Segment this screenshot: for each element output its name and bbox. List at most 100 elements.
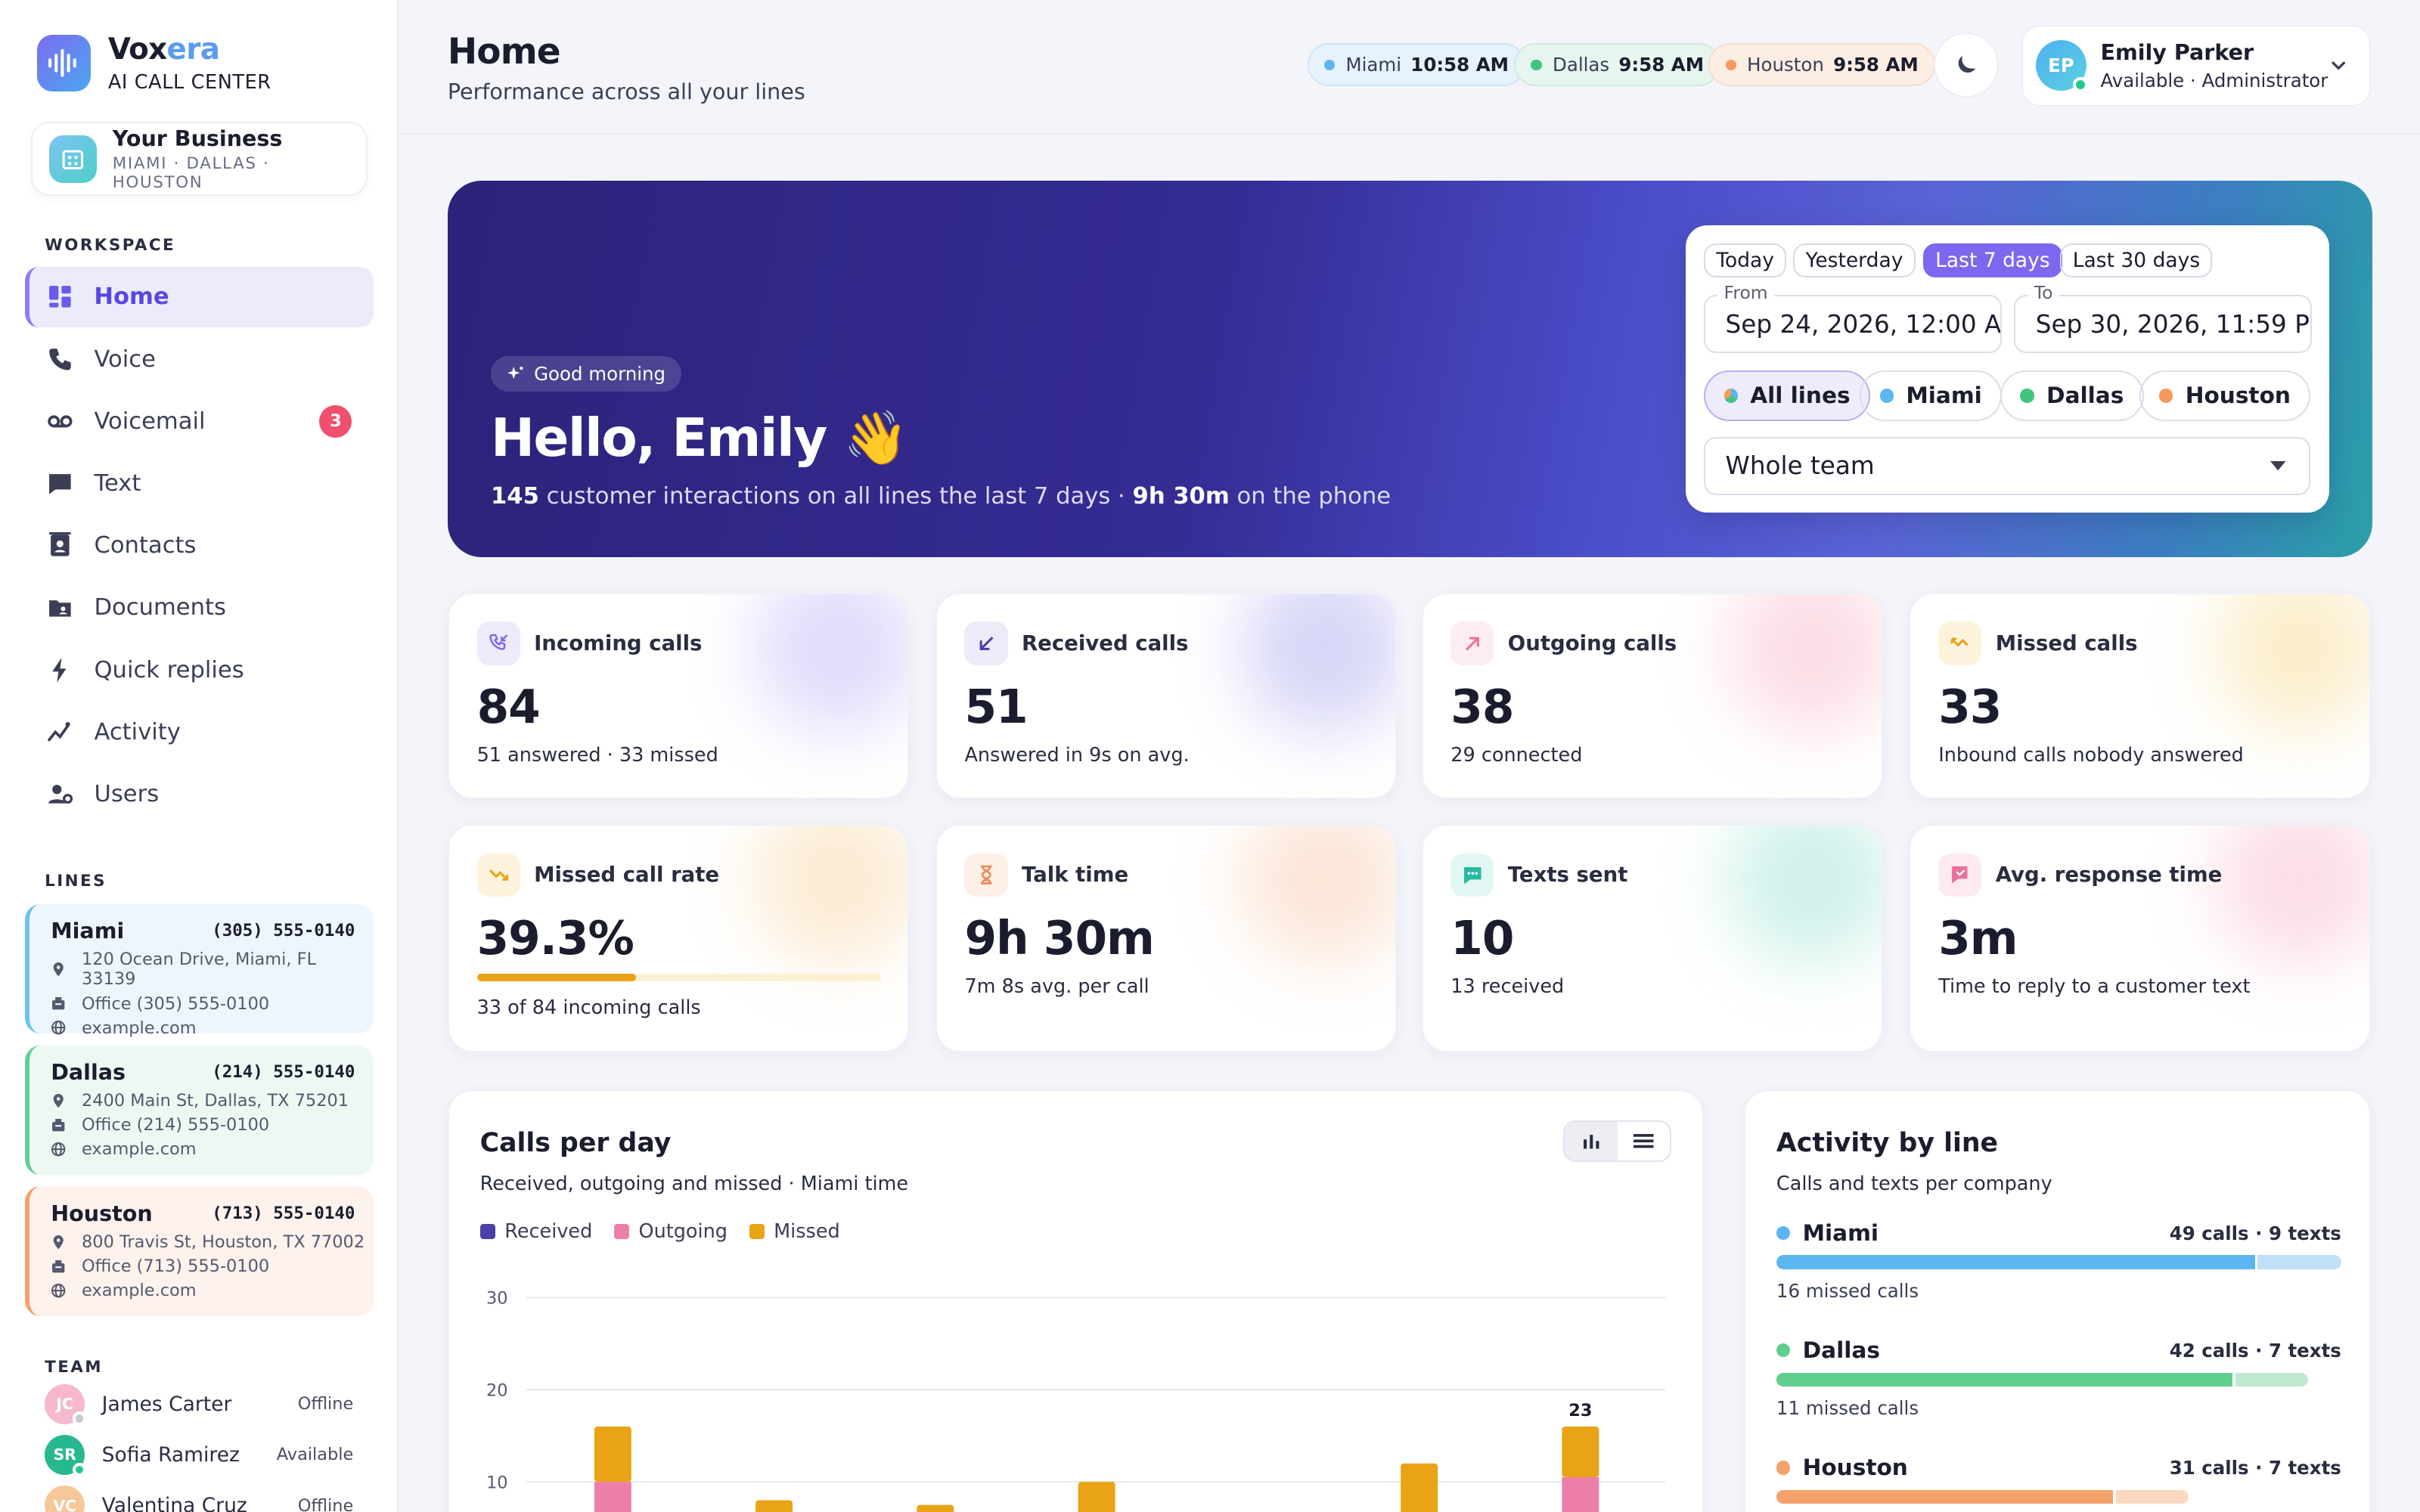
stat-value: 38 [1450, 680, 1514, 734]
business-switcher[interactable]: Your Business MIAMI · DALLAS · HOUSTON [30, 122, 368, 197]
card-glow [1727, 593, 1882, 733]
team-member[interactable]: JC James Carter Offline [45, 1383, 353, 1426]
line-card-houston[interactable]: Houston (713) 555-0140 800 Travis St, Hous… [24, 1186, 374, 1316]
sidebar: Voxera AI CALL CENTER Your Business MIAM… [0, 0, 399, 1512]
sidebar-item-users[interactable]: Users [25, 764, 374, 825]
clock-city: Houston [1747, 54, 1824, 76]
line-card-miami[interactable]: Miami (305) 555-0140 120 Ocean Drive, Miam… [24, 903, 374, 1038]
stat-card-texts-sent[interactable]: Texts sent 10 13 received [1421, 823, 1883, 1052]
stat-label: Talk time [1021, 862, 1129, 887]
hero-banner: Good morning Hello, Emily 👋 145 customer… [447, 180, 2372, 557]
bar-missed[interactable] [1400, 1463, 1438, 1512]
from-date-input[interactable]: Sep 24, 2026, 12:00 AM [1704, 294, 2002, 354]
reply-flag-icon [1938, 853, 1982, 897]
sidebar-item-label: Contacts [94, 532, 197, 559]
voicemail-count-badge: 3 [319, 404, 352, 438]
bar-outgoing[interactable] [1562, 1476, 1599, 1512]
sidebar-item-activity[interactable]: Activity [25, 702, 374, 763]
stat-label: Received calls [1021, 631, 1189, 655]
activity-row-dallas[interactable]: Dallas 42 calls · 7 texts 11 missed calls [1776, 1337, 2341, 1419]
stat-card-missed-calls[interactable]: Missed calls 33 Inbound calls nobody answe… [1909, 592, 2371, 800]
date-filter-panel: Today Yesterday Last 7 days Last 30 days Se… [1685, 225, 2329, 513]
stat-card-talk-time[interactable]: Talk time 9h 30m 7m 8s avg. per call [935, 823, 1397, 1052]
bar-total-label: 23 [1568, 1401, 1592, 1421]
bar-missed[interactable] [1562, 1426, 1599, 1477]
activity-row-miami[interactable]: Miami 49 calls · 9 texts 16 missed calls [1776, 1220, 2341, 1302]
theme-toggle-button[interactable] [1934, 32, 1999, 98]
sidebar-item-documents[interactable]: Documents [25, 578, 374, 638]
line-office: Office (713) 555-0100 [82, 1256, 270, 1276]
team-member[interactable]: VC Valentina Cruz Offline [45, 1486, 353, 1512]
card-glow [1240, 593, 1395, 733]
team-member[interactable]: SR Sofia Ramirez Available [45, 1434, 353, 1477]
stat-card-missed-call-rate[interactable]: Missed call rate 39.3% 33 of 84 incoming c… [447, 823, 910, 1052]
card-glow [752, 825, 908, 965]
line-name: Miami [51, 918, 125, 944]
sidebar-item-quick-replies[interactable]: Quick replies [25, 640, 374, 700]
line-office: Office (305) 555-0100 [82, 993, 270, 1014]
range-last-30-days-button[interactable]: Last 30 days [2060, 243, 2213, 278]
activity-missed: 11 missed calls [1776, 1397, 1919, 1420]
globe-icon [51, 1283, 74, 1298]
line-address: 120 Ocean Drive, Miami, FL 33139 [82, 950, 317, 990]
range-last-7-days-button[interactable]: Last 7 days [1922, 243, 2062, 278]
header-divider [399, 132, 2420, 135]
stat-value: 33 [1938, 680, 2002, 734]
line-filter-label: Dallas [2046, 383, 2124, 409]
legend-label: Outgoing [638, 1220, 728, 1244]
sparkle-icon [507, 366, 523, 379]
sidebar-item-voice[interactable]: Voice [25, 329, 374, 389]
phone-icon [46, 345, 94, 373]
stat-card-incoming-calls[interactable]: Incoming calls 84 51 answered · 33 missed [447, 592, 910, 800]
chevron-down-icon [2332, 62, 2345, 71]
sidebar-item-voicemail[interactable]: Voicemail 3 [25, 391, 374, 451]
line-filter-dallas[interactable]: Dallas [2000, 370, 2144, 422]
sidebar-item-label: Home [94, 284, 169, 311]
stat-card-received-calls[interactable]: Received calls 51 Answered in 9s on avg. [935, 592, 1397, 800]
bar-missed[interactable] [1078, 1481, 1115, 1512]
line-card-dallas[interactable]: Dallas (214) 555-0140 2400 Main St, Dallas… [24, 1045, 374, 1176]
bar-missed[interactable] [755, 1500, 793, 1512]
team-select[interactable]: Whole team [1704, 436, 2311, 496]
user-menu[interactable]: EP Emily Parker Available · Administrato… [2021, 24, 2371, 107]
activity-subtitle: Calls and texts per company [1776, 1172, 2052, 1195]
stat-card-outgoing-calls[interactable]: Outgoing calls 38 29 connected [1421, 592, 1883, 800]
bar-chart-view-button[interactable] [1565, 1121, 1618, 1160]
clock-dot [1323, 59, 1336, 70]
sidebar-item-label: Voicemail [94, 407, 206, 435]
line-filter-miami[interactable]: Miami [1860, 370, 2003, 422]
location-pin-icon [51, 1093, 74, 1108]
location-pin-icon [51, 1235, 74, 1250]
bar-missed[interactable] [594, 1426, 631, 1482]
chart-title: Calls per day [479, 1127, 672, 1158]
clock-miami: Miami 10:58 AM [1307, 43, 1526, 87]
stat-card-avg-response-time[interactable]: Avg. response time 3m Time to reply to a c… [1909, 823, 2371, 1052]
sidebar-item-home[interactable]: Home [24, 267, 374, 327]
globe-icon [51, 1142, 74, 1157]
workspace-nav: Home Voice Voicemail 3 Text Contacts Documents… [24, 267, 374, 826]
line-filter-houston[interactable]: Houston [2139, 370, 2311, 422]
list-icon [1634, 1133, 1654, 1148]
clock-time: 9:58 AM [1833, 54, 1919, 76]
activity-title: Activity by line [1776, 1127, 1999, 1158]
bar-missed[interactable] [917, 1504, 954, 1512]
card-glow [752, 593, 908, 733]
range-today-button[interactable]: Today [1704, 243, 1787, 278]
range-yesterday-button[interactable]: Yesterday [1793, 243, 1916, 278]
activity-row-houston[interactable]: Houston 31 calls · 7 texts [1776, 1455, 2341, 1504]
to-date-input[interactable]: Sep 30, 2026, 11:59 PM [2014, 294, 2313, 354]
card-glow [1240, 825, 1395, 965]
avatar: VC [45, 1486, 85, 1512]
workspace-title: WORKSPACE [45, 236, 176, 256]
stat-subtext: Time to reply to a customer text [1938, 974, 2251, 998]
brand[interactable]: Voxera AI CALL CENTER [36, 33, 271, 94]
sidebar-item-contacts[interactable]: Contacts [25, 516, 374, 576]
line-filter-label: All lines [1750, 383, 1851, 409]
list-view-button[interactable] [1618, 1122, 1670, 1160]
line-website: example.com [82, 1139, 197, 1160]
bar-outgoing[interactable] [594, 1481, 631, 1512]
clock-city: Miami [1345, 54, 1402, 76]
stat-label: Missed call rate [534, 862, 720, 887]
line-filter-all-lines[interactable]: All lines [1704, 370, 1871, 422]
sidebar-item-text[interactable]: Text [25, 454, 374, 514]
